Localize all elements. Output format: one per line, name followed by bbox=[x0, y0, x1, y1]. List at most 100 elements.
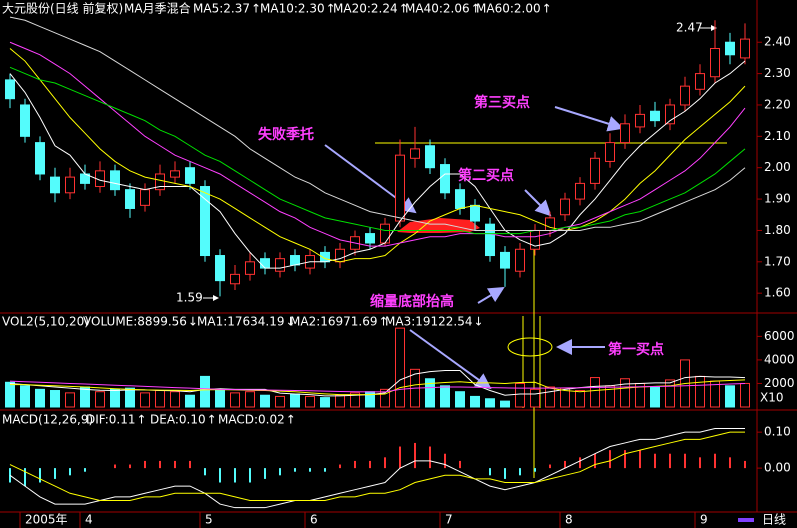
y-tick-label: 1.60 bbox=[764, 286, 791, 300]
ma-line bbox=[9, 41, 746, 247]
candle-body bbox=[5, 79, 15, 100]
y-tick-label: 2.30 bbox=[764, 66, 791, 80]
candle-body bbox=[65, 176, 75, 194]
ma-line bbox=[10, 379, 746, 396]
y-tick-label: 2.20 bbox=[764, 97, 791, 111]
ma-line bbox=[9, 66, 746, 235]
period-label: 日线 bbox=[762, 513, 786, 527]
arrow bbox=[524, 189, 552, 217]
candle-body bbox=[200, 186, 210, 257]
annotation: 1.59 bbox=[176, 291, 203, 305]
panel-title: MACD(12,26,9) bbox=[2, 413, 93, 427]
ma-line bbox=[9, 431, 745, 501]
candle-body bbox=[560, 198, 570, 216]
volume-bar bbox=[620, 378, 630, 408]
legend-label: MA3:19122.54 bbox=[385, 315, 473, 329]
legend-label: VOLUME:8899.56 bbox=[83, 315, 187, 329]
candle-body bbox=[575, 182, 585, 200]
x-tick-label: 2005年 bbox=[25, 513, 68, 527]
candle-body bbox=[680, 85, 690, 106]
candle-body bbox=[545, 217, 555, 231]
volume-bar bbox=[230, 392, 240, 408]
volume-bar bbox=[575, 390, 585, 408]
ma-line bbox=[9, 380, 746, 393]
volume-bar bbox=[725, 385, 735, 408]
y-tick-label: 4000 bbox=[764, 352, 795, 366]
volume-bar bbox=[185, 394, 195, 408]
volume-bar bbox=[485, 398, 495, 408]
legend-arrow: ↓ bbox=[474, 315, 484, 329]
annotation: 缩量底部抬高 bbox=[370, 293, 454, 310]
candle-body bbox=[650, 110, 660, 122]
legend-arrow: ↓ bbox=[286, 315, 296, 329]
candle-body bbox=[410, 148, 420, 159]
candle-body bbox=[485, 223, 495, 257]
volume-bar bbox=[35, 388, 45, 408]
volume-bar bbox=[425, 378, 435, 408]
candle-body bbox=[260, 258, 270, 269]
volume-bar bbox=[380, 388, 390, 408]
volume-bar bbox=[545, 386, 555, 408]
candle-body bbox=[155, 173, 165, 191]
annotation: 第三买点 bbox=[474, 94, 530, 111]
y-tick-label: 2.40 bbox=[764, 35, 791, 49]
candle-body bbox=[230, 273, 240, 285]
ma-line bbox=[9, 48, 746, 263]
legend-arrow: ↑ bbox=[207, 413, 217, 427]
legend-arrow: ↑ bbox=[137, 413, 147, 427]
volume-bar bbox=[170, 391, 180, 408]
legend-label: DIF:0.11 bbox=[86, 413, 136, 427]
candle-body bbox=[620, 123, 630, 144]
volume-bar bbox=[5, 381, 15, 408]
candle-body bbox=[500, 251, 510, 269]
legend-label: MA10:2.30 bbox=[260, 2, 325, 16]
candle-body bbox=[35, 142, 45, 175]
legend-arrow: ↑ bbox=[326, 2, 336, 16]
candle-body bbox=[725, 41, 735, 56]
volume-bar bbox=[500, 400, 510, 408]
candle-body bbox=[275, 258, 285, 272]
volume-bar bbox=[590, 377, 600, 408]
candle-body bbox=[290, 255, 300, 266]
y-tick-label: 2.10 bbox=[764, 129, 791, 143]
legend-label: MA1:17634.19 bbox=[197, 315, 285, 329]
volume-bar bbox=[200, 375, 210, 408]
volume-bar bbox=[320, 397, 330, 408]
legend-arrow: ↑ bbox=[379, 315, 389, 329]
volume-bar bbox=[65, 392, 75, 408]
arrow bbox=[554, 106, 624, 132]
candle-body bbox=[740, 38, 750, 59]
volume-bar bbox=[335, 394, 345, 408]
volume-bar bbox=[140, 392, 150, 408]
volume-bar bbox=[665, 379, 675, 408]
legend-label: MACD:0.02 bbox=[218, 413, 285, 427]
candle-body bbox=[170, 170, 180, 178]
volume-bar bbox=[95, 391, 105, 408]
y-tick-label: 0.00 bbox=[764, 461, 791, 475]
volume-bar bbox=[275, 395, 285, 408]
volume-bar bbox=[215, 388, 225, 408]
volume-bar bbox=[305, 395, 315, 408]
legend-label: MA2:16971.69 bbox=[290, 315, 378, 329]
volume-bar bbox=[440, 385, 450, 408]
candle-body bbox=[515, 248, 525, 272]
candle-body bbox=[395, 154, 405, 222]
x-tick-label: 7 bbox=[445, 513, 453, 527]
y-tick-label: 1.80 bbox=[764, 223, 791, 237]
legend-arrow: ↑ bbox=[542, 2, 552, 16]
y-tick-label: 2.00 bbox=[764, 160, 791, 174]
candle-body bbox=[470, 204, 480, 222]
legend-arrow: ↑ bbox=[471, 2, 481, 16]
volume-bar bbox=[125, 387, 135, 408]
annotation: 2.47 bbox=[676, 21, 703, 35]
volume-bar bbox=[650, 386, 660, 408]
panel-subtitle: MA月季混合 bbox=[124, 1, 191, 16]
legend-label: MA5:2.37 bbox=[193, 2, 250, 16]
legend-label: MA60:2.00 bbox=[476, 2, 541, 16]
candle-body bbox=[590, 157, 600, 184]
arrow bbox=[477, 286, 505, 304]
arrow bbox=[409, 329, 492, 390]
volume-bar bbox=[455, 391, 465, 408]
